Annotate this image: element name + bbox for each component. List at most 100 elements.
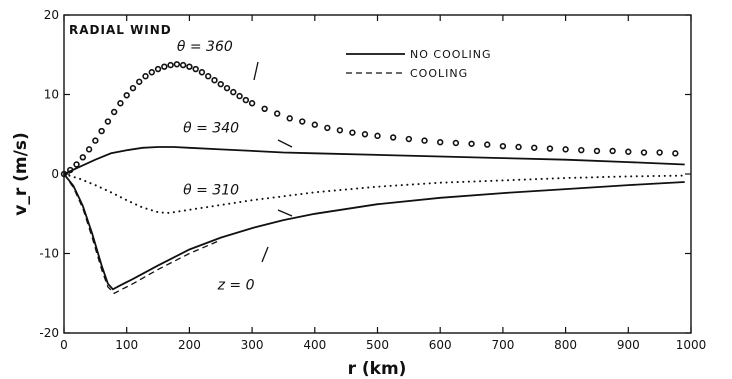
curve-annotation: z = 0 xyxy=(217,277,255,293)
curve-annotation: θ = 310 xyxy=(183,183,239,199)
y-axis-label: v_r (m/s) xyxy=(11,132,31,215)
series-point xyxy=(672,150,679,157)
series-point xyxy=(117,100,124,107)
x-tick-label: 100 xyxy=(115,338,138,352)
plot-frame xyxy=(63,14,692,334)
series-point xyxy=(361,131,369,138)
annotation-pointer xyxy=(253,61,259,81)
series-point xyxy=(499,142,507,150)
series-point xyxy=(242,96,250,104)
series-point xyxy=(261,105,268,113)
series-line xyxy=(63,146,685,175)
x-tick-label: 0 xyxy=(60,338,68,352)
series-point xyxy=(546,145,554,152)
curve-annotation: θ = 360 xyxy=(177,39,233,55)
series-point xyxy=(60,170,68,178)
series-point xyxy=(186,63,193,70)
annotation-pointer xyxy=(277,209,293,217)
series-point xyxy=(405,135,413,143)
series-point xyxy=(136,78,143,85)
y-tick-label: -20 xyxy=(39,326,59,340)
series-point xyxy=(299,118,306,125)
x-axis-label: r (km) xyxy=(348,359,407,379)
series-point xyxy=(625,148,632,155)
legend-label-cooling: COOLING xyxy=(410,67,468,80)
x-tick-label: 600 xyxy=(429,338,452,352)
x-tick-label: 400 xyxy=(303,338,326,352)
series-point xyxy=(198,69,206,76)
series-point xyxy=(484,141,491,148)
series-point xyxy=(248,100,256,107)
series-point xyxy=(142,73,149,80)
series-point xyxy=(286,115,293,122)
series-point xyxy=(578,146,585,154)
series-point xyxy=(609,147,616,155)
y-axis-title: v_r (m/s) xyxy=(11,132,31,215)
legend: NO COOLING COOLING xyxy=(346,48,492,80)
series-point xyxy=(336,127,344,134)
x-axis: 0 100 200 300 400 500 600 700 800 900 1000 xyxy=(60,15,706,352)
annotations: θ = 360 θ = 340 θ = 310 z = 0 xyxy=(177,39,293,293)
series-point xyxy=(374,132,381,140)
series-point xyxy=(531,144,538,151)
series-point xyxy=(98,127,105,135)
y-tick-label: 10 xyxy=(44,88,59,102)
series-point xyxy=(593,147,601,155)
series-point xyxy=(211,76,218,84)
series-point xyxy=(79,154,87,161)
series-line xyxy=(63,173,686,215)
series-point xyxy=(154,65,162,73)
series-point xyxy=(179,61,187,69)
series-point xyxy=(92,137,99,144)
series-point xyxy=(167,61,174,69)
series-point xyxy=(468,140,475,147)
series-point xyxy=(148,69,155,76)
x-tick-label: 800 xyxy=(554,338,577,352)
series-point xyxy=(656,149,663,156)
x-tick-label: 500 xyxy=(366,338,389,352)
series-point xyxy=(311,121,318,128)
series-point xyxy=(173,61,181,68)
x-tick-label: 300 xyxy=(241,338,264,352)
series-point xyxy=(437,139,444,146)
series-point xyxy=(324,124,331,132)
series-point xyxy=(452,139,460,147)
series-point xyxy=(129,84,137,92)
series-point xyxy=(230,88,237,96)
series-point xyxy=(123,92,130,99)
series-point xyxy=(205,73,212,80)
annotation-pointer xyxy=(277,139,293,148)
series-point xyxy=(421,137,428,144)
series-point xyxy=(217,80,224,88)
series-point xyxy=(562,146,569,153)
chart-title: RADIAL WIND xyxy=(69,23,172,37)
series-point xyxy=(161,63,168,70)
series-point xyxy=(104,118,112,125)
y-axis: -20 -10 0 10 20 xyxy=(39,8,691,340)
series-layer xyxy=(60,61,686,295)
legend-label-no-cooling: NO COOLING xyxy=(410,48,492,61)
series-point xyxy=(73,161,80,168)
curve-annotation: θ = 340 xyxy=(183,121,239,137)
series-point xyxy=(223,84,231,92)
x-tick-label: 1000 xyxy=(676,338,707,352)
series-point xyxy=(349,129,356,136)
x-tick-label: 200 xyxy=(178,338,201,352)
series-point xyxy=(236,92,243,100)
series-point xyxy=(515,143,522,151)
series-point xyxy=(85,146,93,153)
series-point xyxy=(192,65,199,73)
y-tick-label: 0 xyxy=(51,167,59,181)
y-tick-label: 20 xyxy=(44,8,59,22)
series-point xyxy=(273,110,281,117)
annotation-pointer xyxy=(261,246,269,263)
series-point xyxy=(640,149,648,156)
series-point xyxy=(110,108,118,116)
x-tick-label: 900 xyxy=(617,338,640,352)
y-tick-label: -10 xyxy=(39,247,59,261)
series-line xyxy=(63,173,685,291)
x-tick-label: 700 xyxy=(491,338,514,352)
series-point xyxy=(389,134,397,141)
series-line xyxy=(63,173,222,295)
